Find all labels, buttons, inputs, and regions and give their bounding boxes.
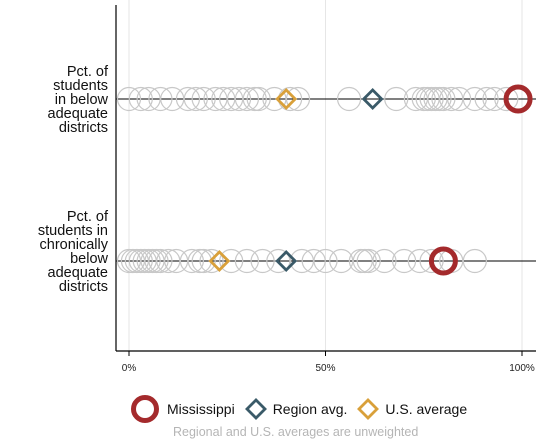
us-avg-point-0 bbox=[275, 88, 298, 110]
us-avg-point-1 bbox=[208, 250, 231, 272]
other-state-point-1-20 bbox=[301, 248, 326, 274]
other-state-point-0-23 bbox=[419, 86, 444, 112]
other-state-point-0-13 bbox=[242, 86, 267, 112]
other-state-point-0-12 bbox=[234, 86, 259, 112]
other-state-point-1-24 bbox=[352, 248, 377, 274]
legend-item-state: Mississippi bbox=[128, 395, 235, 423]
legend-region-label: Region avg. bbox=[272, 401, 348, 417]
other-state-point-1-7 bbox=[144, 248, 169, 274]
other-state-point-1-27 bbox=[392, 248, 417, 274]
other-state-point-0-26 bbox=[431, 86, 456, 112]
chart-legend: Mississippi Region avg. U.S. average bbox=[128, 395, 476, 423]
state-point-1 bbox=[428, 246, 458, 276]
other-state-point-1-29 bbox=[419, 248, 444, 274]
region-avg-point-0 bbox=[361, 88, 384, 110]
other-state-point-0-28 bbox=[447, 86, 472, 112]
legend-us-label: U.S. average bbox=[385, 401, 468, 417]
x-tick-label-2: 100% bbox=[509, 363, 535, 374]
other-state-point-0-5 bbox=[175, 86, 201, 112]
other-state-point-0-6 bbox=[183, 86, 208, 112]
other-state-point-0-14 bbox=[246, 86, 271, 112]
legend-state-label: Mississippi bbox=[167, 401, 235, 417]
other-state-point-0-17 bbox=[285, 86, 311, 112]
other-state-point-0-32 bbox=[494, 86, 519, 112]
other-state-point-0-0 bbox=[116, 86, 142, 112]
other-state-point-0-3 bbox=[148, 86, 173, 112]
other-state-point-1-25 bbox=[356, 248, 381, 274]
averages-note: Regional and U.S. averages are unweighte… bbox=[173, 425, 419, 439]
legend-item-us: U.S. average bbox=[356, 397, 467, 421]
row-label-chronically-below: Pct. of students in chronically below ad… bbox=[37, 209, 108, 295]
other-state-point-0-25 bbox=[427, 86, 452, 112]
state-point-0 bbox=[503, 84, 533, 114]
x-tick-label-0: 0% bbox=[122, 363, 137, 374]
us-diamond-icon bbox=[357, 398, 380, 420]
state-marker-icon bbox=[131, 395, 159, 423]
other-state-point-1-26 bbox=[372, 248, 397, 274]
x-tick-label-1: 50% bbox=[315, 363, 335, 374]
other-state-point-1-17 bbox=[250, 248, 275, 274]
other-state-point-0-1 bbox=[128, 86, 153, 112]
row-label-below-adequate: Pct. of students in below adequate distr… bbox=[47, 64, 108, 136]
other-state-point-1-16 bbox=[234, 248, 259, 274]
other-state-point-0-7 bbox=[191, 86, 216, 112]
other-state-point-1-5 bbox=[136, 248, 161, 274]
other-state-point-1-13 bbox=[191, 248, 216, 274]
other-state-point-0-29 bbox=[462, 86, 487, 112]
other-state-point-1-21 bbox=[313, 248, 338, 274]
other-state-point-0-18 bbox=[336, 86, 362, 112]
other-state-point-1-14 bbox=[199, 248, 224, 274]
other-state-point-0-19 bbox=[384, 86, 409, 112]
other-state-point-1-15 bbox=[219, 248, 244, 274]
other-state-point-1-8 bbox=[148, 248, 173, 274]
other-state-point-0-30 bbox=[474, 86, 499, 112]
other-state-point-0-11 bbox=[226, 86, 252, 112]
legend-item-region: Region avg. bbox=[244, 397, 348, 421]
other-state-point-0-21 bbox=[411, 86, 436, 112]
other-state-point-1-31 bbox=[462, 248, 487, 274]
other-state-point-1-3 bbox=[128, 248, 153, 274]
region-diamond-icon bbox=[244, 398, 267, 420]
other-state-point-1-11 bbox=[179, 248, 204, 274]
region-avg-point-1 bbox=[275, 250, 298, 272]
